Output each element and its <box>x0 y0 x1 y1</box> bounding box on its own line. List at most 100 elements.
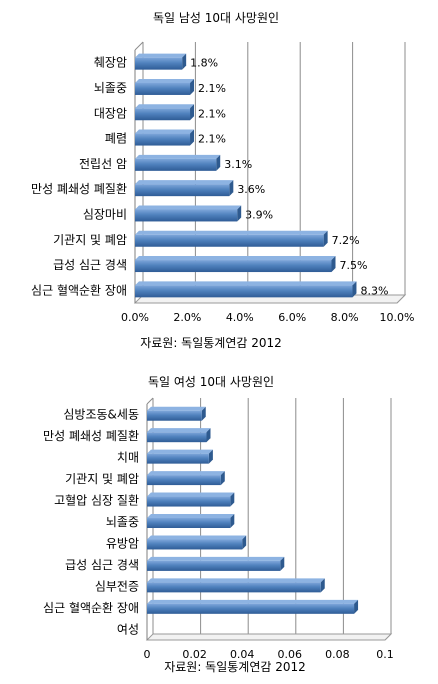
bar-end <box>229 180 234 197</box>
bar <box>135 260 332 273</box>
category-label: 치매 <box>117 451 139 465</box>
category-label: 기관지 및 폐암 <box>65 472 139 486</box>
bar-top <box>135 154 221 159</box>
bar-end <box>190 129 195 146</box>
bar-top <box>135 205 242 210</box>
bar-end <box>182 53 187 70</box>
bar-end <box>323 230 328 247</box>
bar <box>135 184 230 197</box>
category-label: 만성 폐쇄성 폐질환 <box>43 429 139 443</box>
bar-end <box>206 428 211 443</box>
bar <box>135 285 353 298</box>
category-label: 유방암 <box>106 536 139 550</box>
bar-end <box>230 514 235 528</box>
x-tick-labels: 0.0% 2.0% 4.0% 6.0% 8.0% 10.0% <box>121 311 414 324</box>
bar-top <box>135 180 234 185</box>
bar-top <box>147 535 247 540</box>
bar-top <box>135 281 357 286</box>
chart-title: 독일 여성 10대 사망원인 <box>148 375 274 389</box>
data-label: 3.1% <box>224 158 252 171</box>
bar <box>135 57 183 70</box>
bar <box>135 234 324 247</box>
data-label: 2.1% <box>198 107 226 120</box>
category-label: 급성 심근 경색 <box>53 258 127 272</box>
bar <box>147 410 202 421</box>
bar <box>135 209 238 222</box>
bar <box>147 603 355 614</box>
source-note: 자료원: 독일통계연감 2012 <box>164 660 306 674</box>
bar <box>135 133 191 146</box>
category-label: 고혈압 심장 질환 <box>54 494 139 508</box>
category-label: 급성 심근 경색 <box>65 558 139 572</box>
category-label: 기관지 및 폐암 <box>53 233 127 247</box>
data-label: 2.1% <box>198 133 226 146</box>
bar-end <box>354 599 359 614</box>
bar-top <box>147 449 213 454</box>
bar <box>147 539 243 550</box>
x-tick-label: 10.0% <box>380 311 415 324</box>
bar <box>135 108 191 121</box>
x-tick-labels: 0 0.02 0.04 0.06 0.08 0.1 <box>144 648 394 661</box>
x-tick-label: 0 <box>144 648 151 661</box>
bars <box>135 53 357 298</box>
category-label: 뇌졸중 <box>106 515 139 529</box>
x-tick-label: 0.08 <box>325 648 350 661</box>
data-labels: 1.8% 2.1% 2.1% 2.1% 3.1% 3.6% 3.9% 7.2% 7.5% 8.3% <box>190 57 388 298</box>
x-tick-label: 0.1 <box>376 648 394 661</box>
bars <box>147 406 359 614</box>
x-tick-label: 8.0% <box>331 311 359 324</box>
category-label: 만성 폐쇄성 폐질환 <box>31 182 127 196</box>
bar <box>147 518 231 528</box>
data-label: 1.8% <box>190 57 218 70</box>
category-label: 전립선 암 <box>79 157 127 171</box>
bar <box>147 582 321 593</box>
chart-title: 독일 남성 10대 사망원인 <box>153 11 279 25</box>
x-tick-label: 0.06 <box>278 648 303 661</box>
bar <box>135 82 191 95</box>
x-tick-label: 0.02 <box>182 648 207 661</box>
bar-end <box>242 535 247 550</box>
bar-top <box>135 78 195 83</box>
bar-top <box>147 578 325 583</box>
bar <box>147 453 209 464</box>
source-note: 자료원: 독일통계연감 2012 <box>140 336 282 350</box>
bar-end <box>216 154 221 171</box>
bar-top <box>135 129 195 134</box>
bar-end <box>208 449 213 464</box>
data-label: 2.1% <box>198 82 226 95</box>
bar-top <box>147 599 359 604</box>
x-tick-label: 0.04 <box>230 648 255 661</box>
bar-end <box>331 256 336 273</box>
category-label: 여성 <box>117 622 139 636</box>
category-label: 심장마비 <box>83 207 127 221</box>
bar-top <box>147 406 206 411</box>
bar <box>147 496 231 507</box>
y-axis-depth <box>146 397 154 405</box>
bar-end <box>237 205 242 222</box>
category-label: 췌장암 <box>94 56 127 70</box>
bar-top <box>135 53 187 58</box>
bar-end <box>280 556 285 571</box>
bar-top <box>147 514 235 518</box>
category-label: 심근 혈액순환 장애 <box>31 283 127 297</box>
bar <box>147 475 221 486</box>
bar <box>135 158 217 171</box>
x-tick-label: 0.0% <box>121 311 149 324</box>
x-tick-label: 6.0% <box>278 311 306 324</box>
bar-top <box>135 230 328 235</box>
bar-end <box>201 406 206 421</box>
bar <box>147 432 207 443</box>
category-label: 폐렴 <box>105 132 127 146</box>
bar-end <box>320 578 325 593</box>
data-label: 8.3% <box>360 284 388 297</box>
bar-top <box>135 104 195 109</box>
bar-end <box>190 104 195 121</box>
bar-end <box>220 471 225 486</box>
category-label: 심방조동&세동 <box>63 408 139 422</box>
axis-floor <box>145 633 393 641</box>
